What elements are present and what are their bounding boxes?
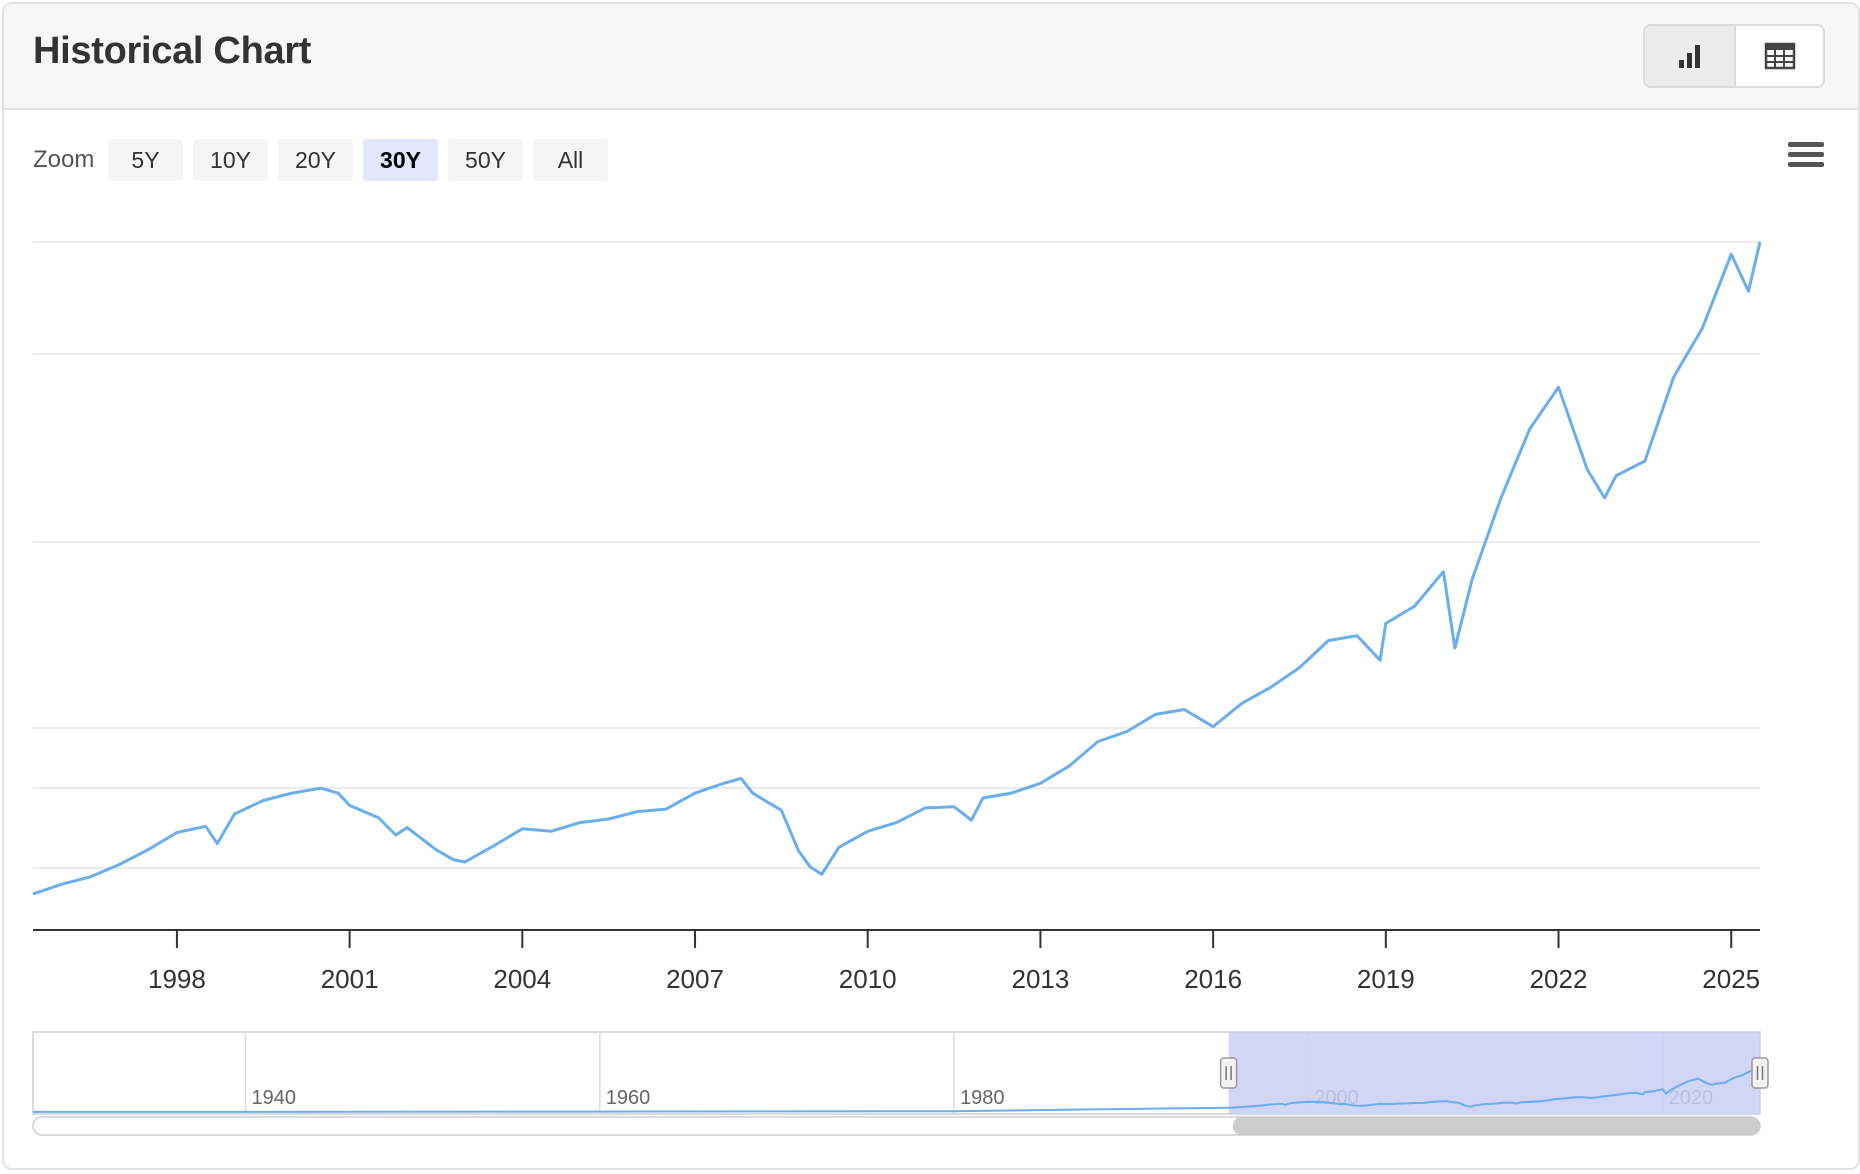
navigator[interactable]: 19401960198020002020 xyxy=(4,1024,1858,1170)
card-header: Historical Chart xyxy=(4,4,1858,110)
page-title: Historical Chart xyxy=(33,30,312,72)
table-icon xyxy=(1764,42,1795,70)
x-tick-label: 2007 xyxy=(666,964,724,994)
navigator-tick-label: 1940 xyxy=(252,1087,296,1109)
navigator-tick-label: 1960 xyxy=(606,1087,651,1109)
x-tick-label: 2019 xyxy=(1357,964,1415,994)
zoom-all-button[interactable]: All xyxy=(533,139,608,181)
navigator-series-line xyxy=(33,1069,1761,1113)
x-tick-label: 2010 xyxy=(839,964,897,994)
x-tick-label: 2004 xyxy=(493,964,551,994)
hamburger-menu-icon[interactable] xyxy=(1788,142,1824,172)
x-tick-label: 2022 xyxy=(1530,964,1588,994)
x-tick-label: 1998 xyxy=(148,964,206,994)
main-chart: 1998 2001 2004 2007 2010 2013 2016 2019 2022 2025 xyxy=(32,241,1762,994)
navigator-selected-range[interactable] xyxy=(1228,1032,1760,1114)
zoom-20y-button[interactable]: 20Y xyxy=(278,139,353,181)
x-tick-label: 2013 xyxy=(1011,964,1069,994)
zoom-label: Zoom xyxy=(33,146,95,173)
x-tick-label: 2001 xyxy=(321,964,379,994)
bar-chart-icon xyxy=(1678,45,1700,68)
x-tick-label: 2016 xyxy=(1184,964,1242,994)
scrollbar-thumb[interactable] xyxy=(1232,1117,1760,1135)
zoom-5y-button[interactable]: 5Y xyxy=(108,139,183,181)
zoom-30y-button[interactable]: 30Y xyxy=(363,139,438,181)
navigator-tick-label: 1980 xyxy=(960,1087,1005,1109)
view-toggle xyxy=(1643,24,1825,88)
x-tick-label: 2025 xyxy=(1702,964,1760,994)
zoom-10y-button[interactable]: 10Y xyxy=(193,139,268,181)
navigator-right-handle[interactable] xyxy=(1751,1057,1769,1089)
zoom-50y-button[interactable]: 50Y xyxy=(448,139,523,181)
series-line xyxy=(32,241,1762,896)
table-view-button[interactable] xyxy=(1735,26,1823,86)
navigator-left-handle[interactable] xyxy=(1219,1057,1238,1089)
chart-view-button[interactable] xyxy=(1645,26,1736,86)
